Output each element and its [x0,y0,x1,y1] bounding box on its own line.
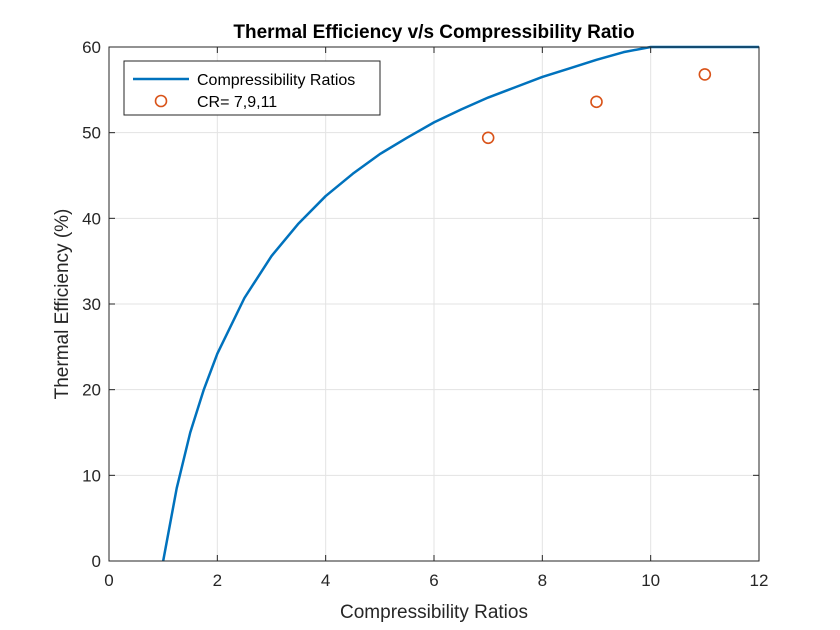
x-tick-label: 8 [538,571,547,590]
legend-entry-curve: Compressibility Ratios [197,72,355,89]
x-tick-label: 6 [429,571,438,590]
y-tick-label: 40 [82,209,101,228]
y-axis-label: Thermal Efficiency (%) [52,209,73,400]
x-tick-label: 2 [213,571,222,590]
y-tick-labels: 0 10 20 30 40 50 60 [82,38,101,571]
y-tick-label: 20 [82,381,101,400]
x-tick-label: 10 [641,571,660,590]
cr-marker-point [698,68,712,81]
x-tick-labels: 0 2 4 6 8 10 12 [104,571,768,590]
cr-marker-point [481,131,495,145]
tick-marks [108,46,760,562]
y-tick-label: 60 [82,38,101,57]
y-tick-label: 0 [92,552,101,571]
legend-box [123,60,381,116]
legend-entry-markers: CR= 7,9,11 [197,94,277,111]
x-axis-label: Compressibility Ratios [340,602,528,623]
x-tick-label: 0 [104,571,113,590]
x-tick-label: 4 [321,571,330,590]
y-tick-label: 10 [82,466,101,485]
y-tick-label: 50 [82,124,101,143]
y-tick-label: 30 [82,295,101,314]
legend: Compressibility Ratios CR= 7,9,11 [123,60,381,116]
chart-title: Thermal Efficiency v/s Compressibility R… [233,22,634,43]
x-tick-label: 12 [750,571,769,590]
cr-marker-point [590,95,603,109]
legend-marker-swatch [154,94,168,108]
